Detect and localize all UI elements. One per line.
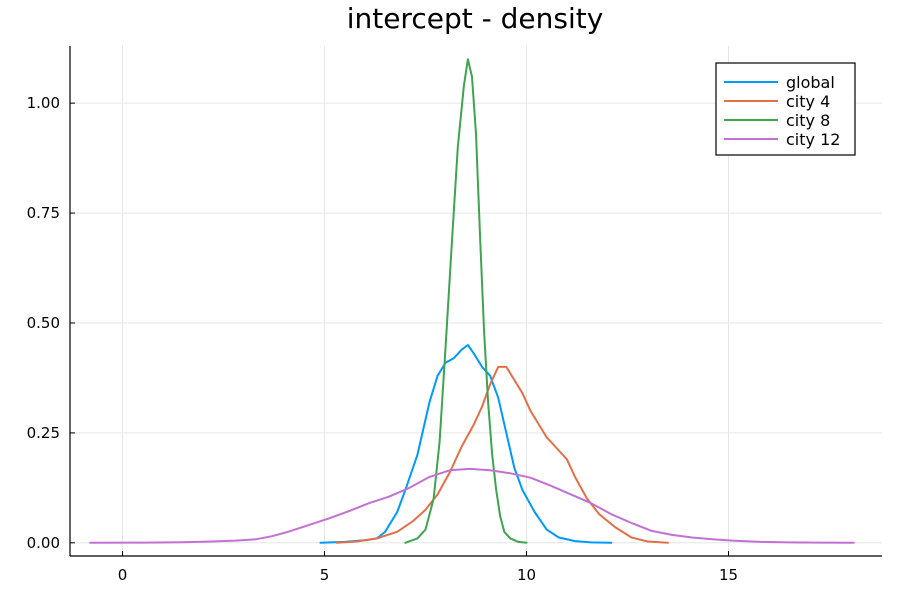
x-tick-label: 15 xyxy=(719,566,738,584)
y-tick-label: 0.00 xyxy=(27,534,60,552)
x-tick-label: 0 xyxy=(118,566,128,584)
series-line-city-8 xyxy=(404,58,528,544)
axes: 0 5 10 15 0.00 0.25 0.50 0.75 1.00 xyxy=(27,46,882,584)
legend-label: city 8 xyxy=(786,111,830,130)
y-tick-label: 0.25 xyxy=(27,424,60,442)
series-line-global xyxy=(319,344,613,544)
legend-label: city 4 xyxy=(786,92,830,111)
legend-label: city 12 xyxy=(786,130,840,149)
y-tick-label: 0.50 xyxy=(27,314,60,332)
chart-title: intercept - density xyxy=(347,2,604,35)
series-lines xyxy=(89,58,855,544)
legend-label: global xyxy=(786,73,835,92)
x-tick-label: 10 xyxy=(517,566,536,584)
y-tick-label: 1.00 xyxy=(27,94,60,112)
series-line-city-12 xyxy=(89,467,855,544)
y-tick-label: 0.75 xyxy=(27,204,60,222)
x-tick-label: 5 xyxy=(320,566,330,584)
series-line-city-4 xyxy=(335,365,669,544)
